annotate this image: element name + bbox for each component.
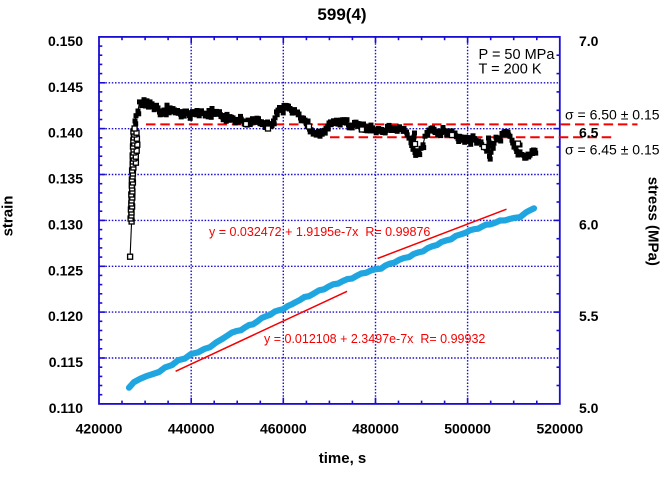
svg-text:stress (MPa): stress (MPa)	[645, 177, 662, 266]
svg-text:6.0: 6.0	[579, 216, 599, 232]
svg-text:T = 200 K: T = 200 K	[479, 62, 542, 78]
svg-text:500000: 500000	[444, 421, 491, 437]
svg-text:y = 0.032472 + 1.9195e-7x R=: y = 0.032472 + 1.9195e-7x R= 0.99876	[209, 225, 430, 239]
svg-text:0.145: 0.145	[48, 79, 83, 95]
svg-text:480000: 480000	[352, 421, 399, 437]
svg-text:5.5: 5.5	[579, 308, 599, 324]
svg-text:0.140: 0.140	[48, 125, 83, 141]
svg-text:440000: 440000	[168, 421, 215, 437]
svg-text:0.110: 0.110	[49, 400, 83, 416]
svg-text:420000: 420000	[76, 421, 123, 437]
svg-text:5.0: 5.0	[579, 400, 599, 416]
svg-text:P = 50 MPa: P = 50 MPa	[479, 47, 556, 63]
svg-text:6.5: 6.5	[579, 125, 599, 141]
svg-text:0.125: 0.125	[48, 262, 83, 278]
svg-text:time, s: time, s	[319, 450, 367, 467]
svg-text:460000: 460000	[260, 421, 307, 437]
svg-text:0.150: 0.150	[48, 33, 83, 49]
svg-text:0.115: 0.115	[49, 354, 83, 370]
svg-text:strain: strain	[0, 196, 17, 237]
svg-text:7.0: 7.0	[579, 33, 599, 49]
svg-text:0.135: 0.135	[48, 171, 83, 187]
svg-text:σ = 6.50 ± 0.15: σ = 6.50 ± 0.15	[565, 107, 660, 123]
svg-text:520000: 520000	[536, 421, 583, 437]
svg-text:σ = 6.45 ± 0.15: σ = 6.45 ± 0.15	[565, 141, 660, 157]
svg-text:0.120: 0.120	[48, 308, 83, 324]
svg-text:599(4): 599(4)	[317, 5, 366, 24]
svg-text:0.130: 0.130	[48, 216, 83, 232]
svg-text:y = 0.012108 + 2.3497e-7x R=: y = 0.012108 + 2.3497e-7x R= 0.99932	[264, 332, 485, 346]
